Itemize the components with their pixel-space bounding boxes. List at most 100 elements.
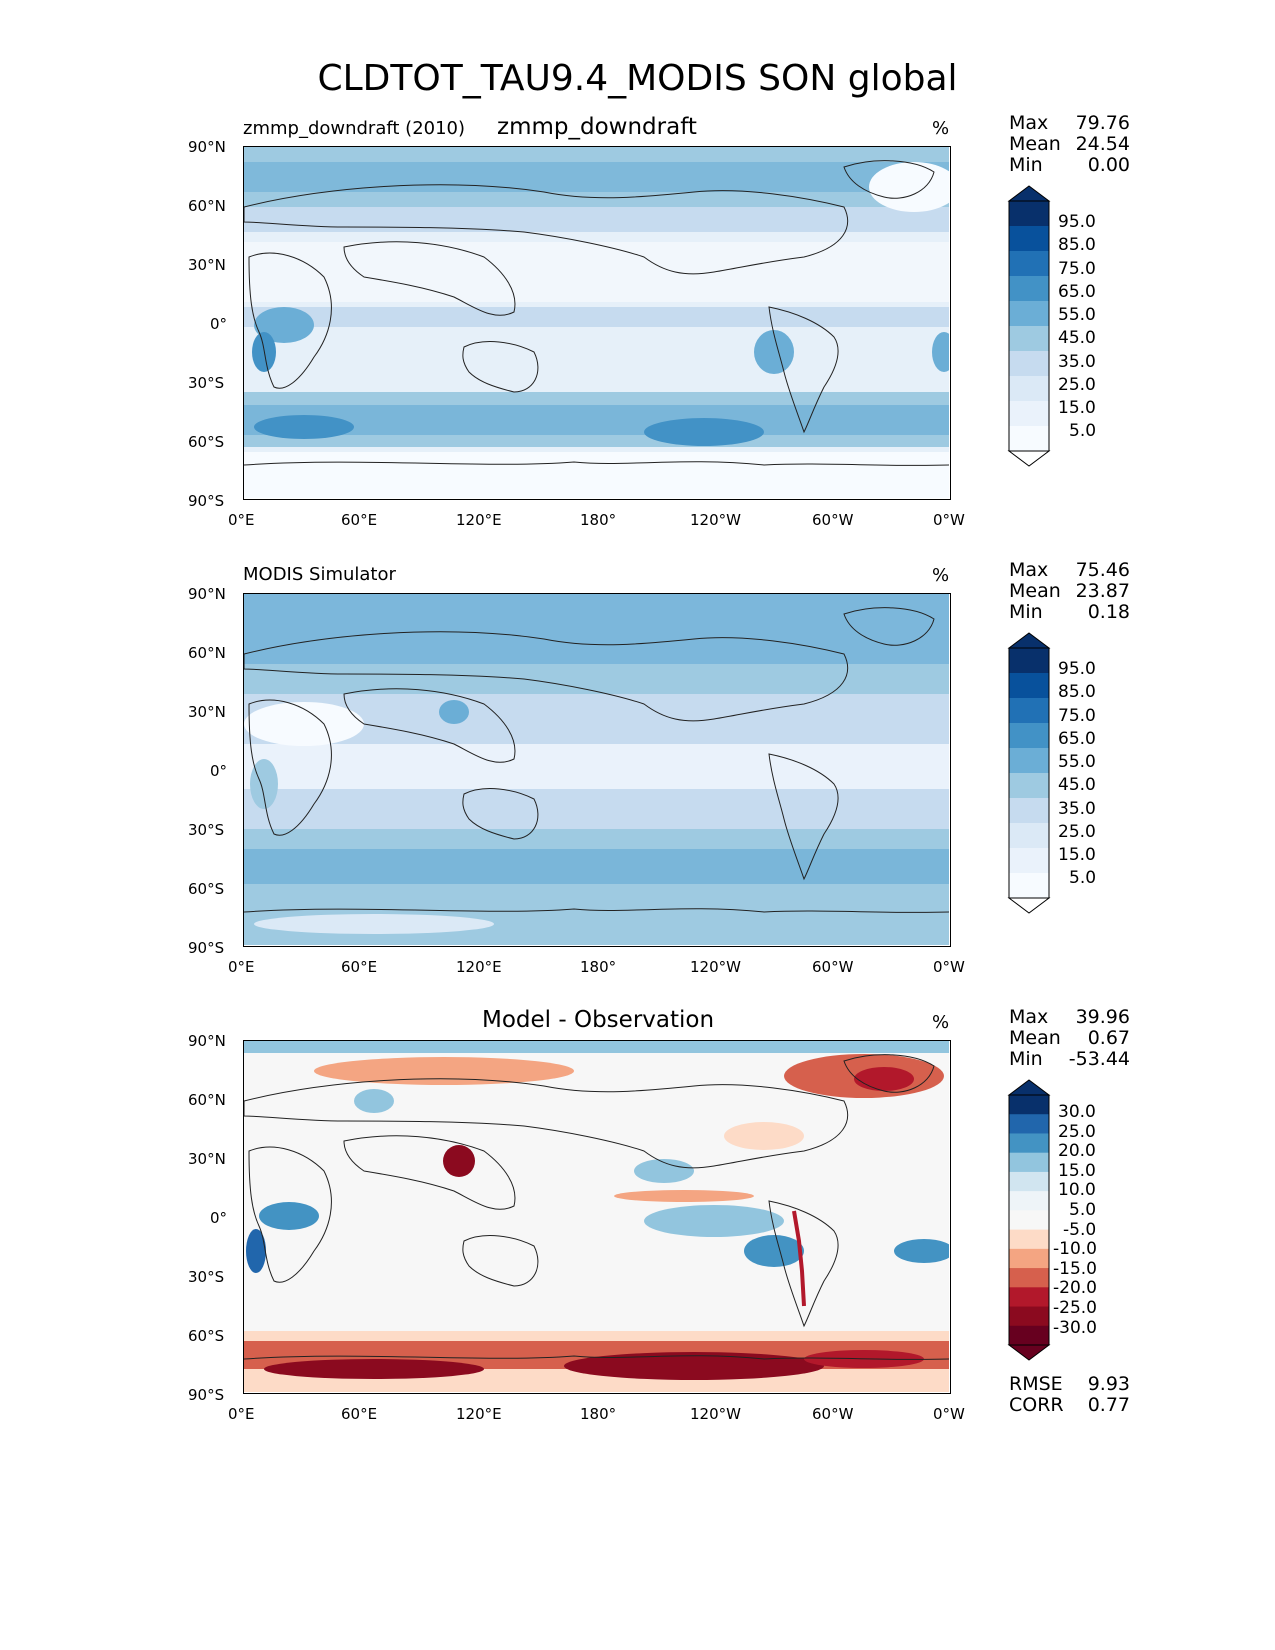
- panel-3-colorbar-label: 15.0: [1058, 1161, 1096, 1181]
- panel-2-left-label: MODIS Simulator: [243, 564, 396, 585]
- panel-2-lat-tick: 60°S: [188, 880, 225, 898]
- panel-3-lon-tick: 0°E: [228, 1405, 255, 1423]
- colorbar-swatch: [1009, 251, 1049, 277]
- panel-2-lon-tick: 120°E: [456, 958, 502, 976]
- panel-3-lat-tick: 90°N: [188, 1032, 226, 1050]
- panel-3-colorbar-label: -10.0: [1053, 1239, 1097, 1259]
- panel-3-colorbar: [1007, 1079, 1051, 1361]
- panel-2-colorbar-label: 65.0: [1058, 729, 1096, 749]
- panel-2-colorbar-label: 5.0: [1069, 868, 1097, 888]
- panel-2-stat-value: 23.87: [1075, 580, 1130, 602]
- colorbar-swatch: [1009, 276, 1049, 302]
- panel-3-lat-tick: 30°N: [188, 1150, 226, 1168]
- colorbar-swatch: [1009, 648, 1049, 674]
- panel-2-lon-tick: 60°E: [341, 958, 378, 976]
- panel-3-lat-tick: 90°S: [188, 1386, 225, 1404]
- panel-1-lon-tick: 120°W: [690, 511, 741, 529]
- panel-3-colorbar-label: 5.0: [1069, 1200, 1097, 1220]
- panel-1-colorbar-label: 55.0: [1058, 305, 1096, 325]
- panel-2-lon-tick: 0°E: [228, 958, 255, 976]
- panel-1-lon-tick: 0°E: [228, 511, 255, 529]
- colorbar-swatch: [1009, 376, 1049, 402]
- panel-3-colorbar-label: -25.0: [1053, 1298, 1097, 1318]
- panel-2-lat-tick: 90°N: [188, 585, 226, 603]
- colorbar-swatch: [1009, 401, 1049, 427]
- panel-1-lat-tick: 90°S: [188, 492, 225, 510]
- figure-title: CLDTOT_TAU9.4_MODIS SON global: [317, 58, 958, 99]
- colorbar-swatch: [1009, 1287, 1049, 1308]
- panel-1-colorbar-label: 45.0: [1058, 328, 1096, 348]
- panel-3-colorbar-label: -20.0: [1053, 1278, 1097, 1298]
- panel-1-stat-value: 0.00: [1087, 154, 1130, 176]
- panel-3-lon-tick: 180°: [580, 1405, 617, 1423]
- panel-3-lon-tick: 0°W: [933, 1405, 965, 1423]
- panel-2-colorbar-max-arrow: [1007, 632, 1051, 649]
- colorbar-swatch: [1009, 1248, 1049, 1269]
- panel-3-field: [244, 1041, 950, 1392]
- panel-1-field: [244, 147, 950, 498]
- panel-1-lon-tick: 60°E: [341, 511, 378, 529]
- colorbar-swatch: [1009, 698, 1049, 724]
- panel-2-lon-tick: 0°W: [933, 958, 965, 976]
- panel-3-corr-value: 0.77: [1087, 1394, 1130, 1416]
- panel-2-colorbar-label: 95.0: [1058, 659, 1096, 679]
- colorbar-swatch: [1009, 326, 1049, 352]
- colorbar-swatch: [1009, 1152, 1049, 1173]
- panel-2-map: [243, 593, 951, 947]
- panel-1-stat-value: 79.76: [1075, 112, 1130, 134]
- panel-3-colorbar-label: -30.0: [1053, 1318, 1097, 1338]
- panel-1-colorbar: [1007, 185, 1051, 467]
- colorbar-swatch: [1009, 1191, 1049, 1211]
- panel-2-lat-tick: 0°: [210, 762, 228, 780]
- panel-3-colorbar-label: 30.0: [1058, 1102, 1096, 1122]
- panel-3-lat-tick: 0°: [210, 1209, 228, 1227]
- panel-1-colorbar-label: 65.0: [1058, 282, 1096, 302]
- panel-2-lon-tick: 60°W: [812, 958, 854, 976]
- colorbar-swatch: [1009, 301, 1049, 327]
- panel-2-lat-tick: 60°N: [188, 644, 226, 662]
- colorbar-swatch: [1009, 673, 1049, 699]
- colorbar-swatch: [1009, 1171, 1049, 1192]
- panel-3-stat-label: Max: [1009, 1006, 1049, 1028]
- colorbar-swatch: [1009, 1306, 1049, 1327]
- panel-1-stat-value: 24.54: [1075, 133, 1130, 155]
- panel-2-units: %: [932, 565, 950, 586]
- panel-1-colorbar-label: 35.0: [1058, 352, 1096, 372]
- panel-2-stat-label: Max: [1009, 559, 1049, 581]
- panel-1-stat-label: Min: [1009, 154, 1043, 176]
- panel-1-lat-tick: 30°N: [188, 256, 226, 274]
- panel-1-colorbar-label: 25.0: [1058, 375, 1096, 395]
- panel-2-stat-value: 0.18: [1087, 601, 1130, 623]
- panel-2-lon-tick: 180°: [580, 958, 617, 976]
- panel-1-colorbar-label: 5.0: [1069, 421, 1097, 441]
- panel-2-colorbar-label: 55.0: [1058, 752, 1096, 772]
- panel-1-lat-tick: 60°N: [188, 197, 226, 215]
- panel-3-lon-tick: 60°W: [812, 1405, 854, 1423]
- panel-3-stat-label: Mean: [1009, 1027, 1061, 1049]
- panel-1-lat-tick: 90°N: [188, 138, 226, 156]
- panel-1-units: %: [932, 118, 950, 139]
- panel-3-center-label: Model - Observation: [482, 1007, 715, 1033]
- panel-1-map: [243, 146, 951, 500]
- panel-1-lat-tick: 30°S: [188, 374, 225, 392]
- colorbar-swatch: [1009, 1095, 1049, 1115]
- panel-2-colorbar-label: 75.0: [1058, 706, 1096, 726]
- panel-3-rmse-label: RMSE: [1009, 1373, 1063, 1395]
- colorbar-swatch: [1009, 226, 1049, 252]
- panel-3-colorbar-min-arrow: [1007, 1344, 1051, 1361]
- panel-3-lat-tick: 30°S: [188, 1268, 225, 1286]
- panel-3-lat-tick: 60°S: [188, 1327, 225, 1345]
- panel-2-field: [244, 594, 950, 945]
- panel-3-units: %: [932, 1012, 950, 1033]
- colorbar-swatch: [1009, 426, 1049, 452]
- panel-1-lon-tick: 120°E: [456, 511, 502, 529]
- panel-2-colorbar-label: 85.0: [1058, 682, 1096, 702]
- panel-3-corr-label: CORR: [1009, 1394, 1064, 1416]
- panel-3-lat-tick: 60°N: [188, 1091, 226, 1109]
- colorbar-swatch: [1009, 798, 1049, 824]
- panel-1-colorbar-label: 95.0: [1058, 212, 1096, 232]
- panel-3-rmse-value: 9.93: [1087, 1373, 1130, 1395]
- panel-3-stat-value: 39.96: [1075, 1006, 1130, 1028]
- panel-2-colorbar-label: 45.0: [1058, 775, 1096, 795]
- colorbar-swatch: [1009, 1210, 1049, 1231]
